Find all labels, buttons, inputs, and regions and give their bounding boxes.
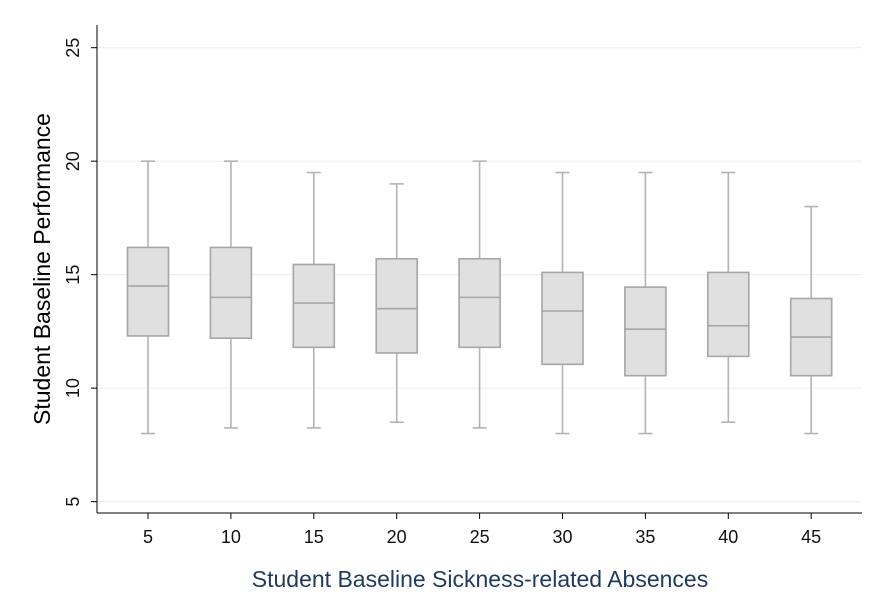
x-tick-label: 20	[387, 527, 407, 547]
y-tick-label: 15	[63, 265, 83, 285]
box-iqr	[624, 286, 667, 377]
box-iqr	[541, 271, 584, 366]
y-axis-title: Student Baseline Performance	[29, 113, 55, 425]
box-group	[624, 171, 667, 435]
box-iqr	[126, 246, 170, 337]
y-tick-label: 5	[63, 497, 83, 507]
x-tick-label: 25	[470, 527, 490, 547]
box-group	[458, 160, 501, 429]
box-iqr	[706, 271, 750, 358]
box-group	[706, 171, 750, 424]
box-group	[209, 160, 253, 429]
x-tick-label: 15	[304, 527, 324, 547]
x-tick-label: 45	[801, 527, 821, 547]
x-tick-label: 5	[143, 527, 153, 547]
box-group	[126, 160, 170, 435]
x-tick-label: 10	[221, 527, 241, 547]
box-group	[292, 171, 336, 429]
x-tick-label: 35	[635, 527, 655, 547]
box-iqr	[292, 263, 336, 349]
boxes	[126, 160, 833, 435]
box-iqr	[375, 257, 419, 354]
x-tick-label: 30	[552, 527, 572, 547]
box-group	[375, 183, 419, 424]
y-tick-label: 25	[63, 38, 83, 58]
x-axis-title: Student Baseline Sickness-related Absenc…	[252, 566, 708, 592]
x-tick-label: 40	[718, 527, 738, 547]
x-ticks: 5 10 15 20 25 30 35 40 45	[143, 513, 821, 547]
y-tick-label: 10	[63, 378, 83, 398]
box-group	[789, 205, 833, 435]
box-group	[541, 171, 584, 435]
y-ticks: 5 10 15 20 25	[63, 38, 97, 507]
box-iqr	[458, 257, 501, 349]
y-tick-label: 20	[63, 151, 83, 171]
box-iqr	[209, 246, 253, 340]
